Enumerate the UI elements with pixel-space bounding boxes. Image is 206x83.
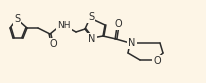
Text: N: N xyxy=(88,34,95,44)
Text: S: S xyxy=(14,14,20,24)
Text: N: N xyxy=(128,38,135,48)
Text: O: O xyxy=(114,19,121,29)
Text: NH: NH xyxy=(57,21,70,30)
Text: O: O xyxy=(152,56,160,66)
Text: O: O xyxy=(49,39,56,49)
Text: S: S xyxy=(88,12,94,22)
